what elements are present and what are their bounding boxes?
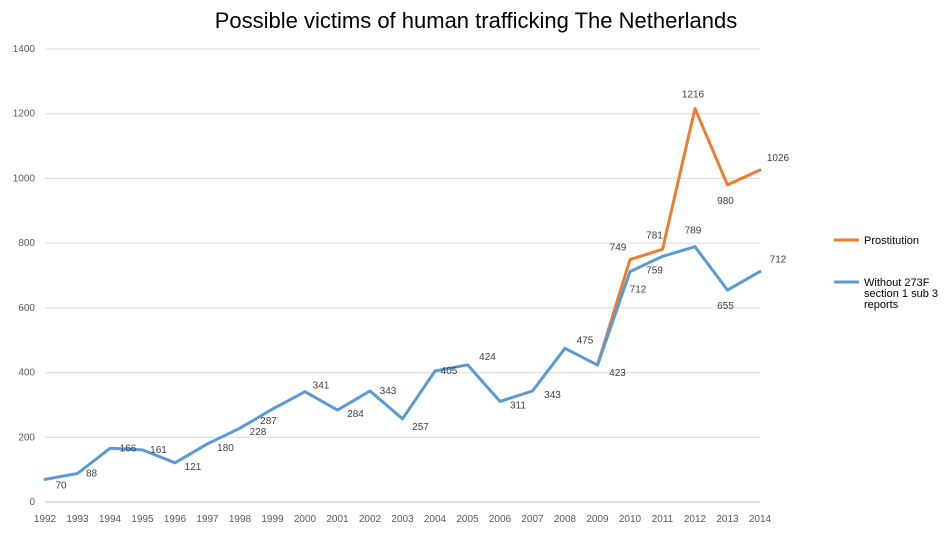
data-label-prostitution-2013: 980: [717, 196, 734, 207]
data-label-without-273f-1999: 287: [260, 416, 277, 427]
x-tick-label-2007: 2007: [521, 514, 544, 525]
data-label-prostitution-2014: 1026: [767, 153, 790, 164]
data-label-without-273f-2011: 759: [646, 265, 663, 276]
series-line-prostitution: [596, 107, 762, 367]
data-label-without-273f-2004: 405: [441, 366, 458, 377]
legend-label-prostitution: Prostitution: [864, 235, 919, 247]
x-tick-label-2013: 2013: [716, 514, 739, 525]
axes: 0 200 400 600 800 1000 1200 1400 1992 1993 1994 199…: [13, 44, 772, 525]
data-label-without-273f-1995: 161: [150, 445, 167, 456]
x-tick-label-2011: 2011: [652, 514, 674, 525]
x-tick-label-2008: 2008: [554, 514, 577, 525]
legend-label-without-273f: Without 273F section 1 sub 3 reports: [864, 277, 938, 311]
data-label-without-273f-1997: 180: [217, 443, 234, 454]
data-label-without-273f-2006: 311: [510, 400, 526, 411]
data-label-without-273f-2000: 341: [313, 381, 330, 392]
y-tick-label-600: 600: [18, 303, 35, 314]
x-tick-label-2002: 2002: [359, 514, 382, 525]
x-tick-label-1996: 1996: [164, 514, 187, 525]
data-label-without-273f-1996: 121: [185, 462, 202, 473]
x-tick-label-1994: 1994: [99, 514, 122, 525]
y-tick-label-200: 200: [18, 432, 35, 443]
data-label-without-273f-2013: 655: [717, 301, 734, 312]
x-tick-label-1997: 1997: [196, 514, 219, 525]
data-label-without-273f-1994: 166: [120, 443, 137, 454]
data-label-without-273f-2008: 475: [577, 335, 594, 346]
x-tick-label-1998: 1998: [229, 514, 252, 525]
x-tick-label-1992: 1992: [34, 514, 57, 525]
x-tick-label-2003: 2003: [391, 514, 414, 525]
data-label-without-273f-2005: 424: [479, 352, 496, 363]
data-label-without-273f-2003: 257: [412, 422, 429, 433]
x-tick-label-1993: 1993: [66, 514, 89, 525]
y-tick-label-0: 0: [29, 497, 35, 508]
data-label-without-273f-2002: 343: [380, 386, 397, 397]
data-label-without-273f-2009: 423: [609, 368, 626, 379]
data-label-prostitution-2010: 749: [610, 243, 627, 254]
data-label-without-273f-1998: 228: [250, 427, 267, 438]
data-label-prostitution-2012: 1216: [682, 90, 705, 101]
data-label-without-273f-2001: 284: [347, 409, 364, 420]
x-tick-label-1995: 1995: [131, 514, 154, 525]
y-tick-label-1200: 1200: [13, 109, 36, 120]
data-label-without-273f-2012: 789: [685, 226, 702, 237]
x-tick-label-2014: 2014: [749, 514, 772, 525]
series-lines: [43, 107, 762, 481]
x-tick-label-2009: 2009: [586, 514, 609, 525]
x-tick-label-2012: 2012: [684, 514, 707, 525]
series-line-without-273f: [43, 245, 762, 481]
data-label-without-273f-2007: 343: [544, 390, 561, 401]
data-label-without-273f-2014: 712: [770, 255, 787, 266]
chart-title: Possible victims of human trafficking Th…: [214, 8, 738, 33]
data-label-without-273f-1993: 88: [86, 469, 98, 480]
x-tick-label-2000: 2000: [294, 514, 317, 525]
y-tick-label-800: 800: [18, 238, 35, 249]
x-tick-label-1999: 1999: [261, 514, 284, 525]
x-tick-label-2005: 2005: [456, 514, 479, 525]
x-tick-label-2004: 2004: [424, 514, 447, 525]
data-label-without-273f-1992: 70: [55, 480, 67, 491]
y-tick-label-400: 400: [18, 368, 35, 379]
x-tick-label-2006: 2006: [489, 514, 512, 525]
data-label-without-273f-2010: 712: [630, 285, 647, 296]
y-tick-label-1000: 1000: [13, 173, 36, 184]
x-tick-label-2010: 2010: [619, 514, 642, 525]
data-label-prostitution-2011: 781: [646, 230, 663, 241]
y-tick-label-1400: 1400: [13, 44, 36, 55]
x-tick-label-2001: 2001: [326, 514, 349, 525]
